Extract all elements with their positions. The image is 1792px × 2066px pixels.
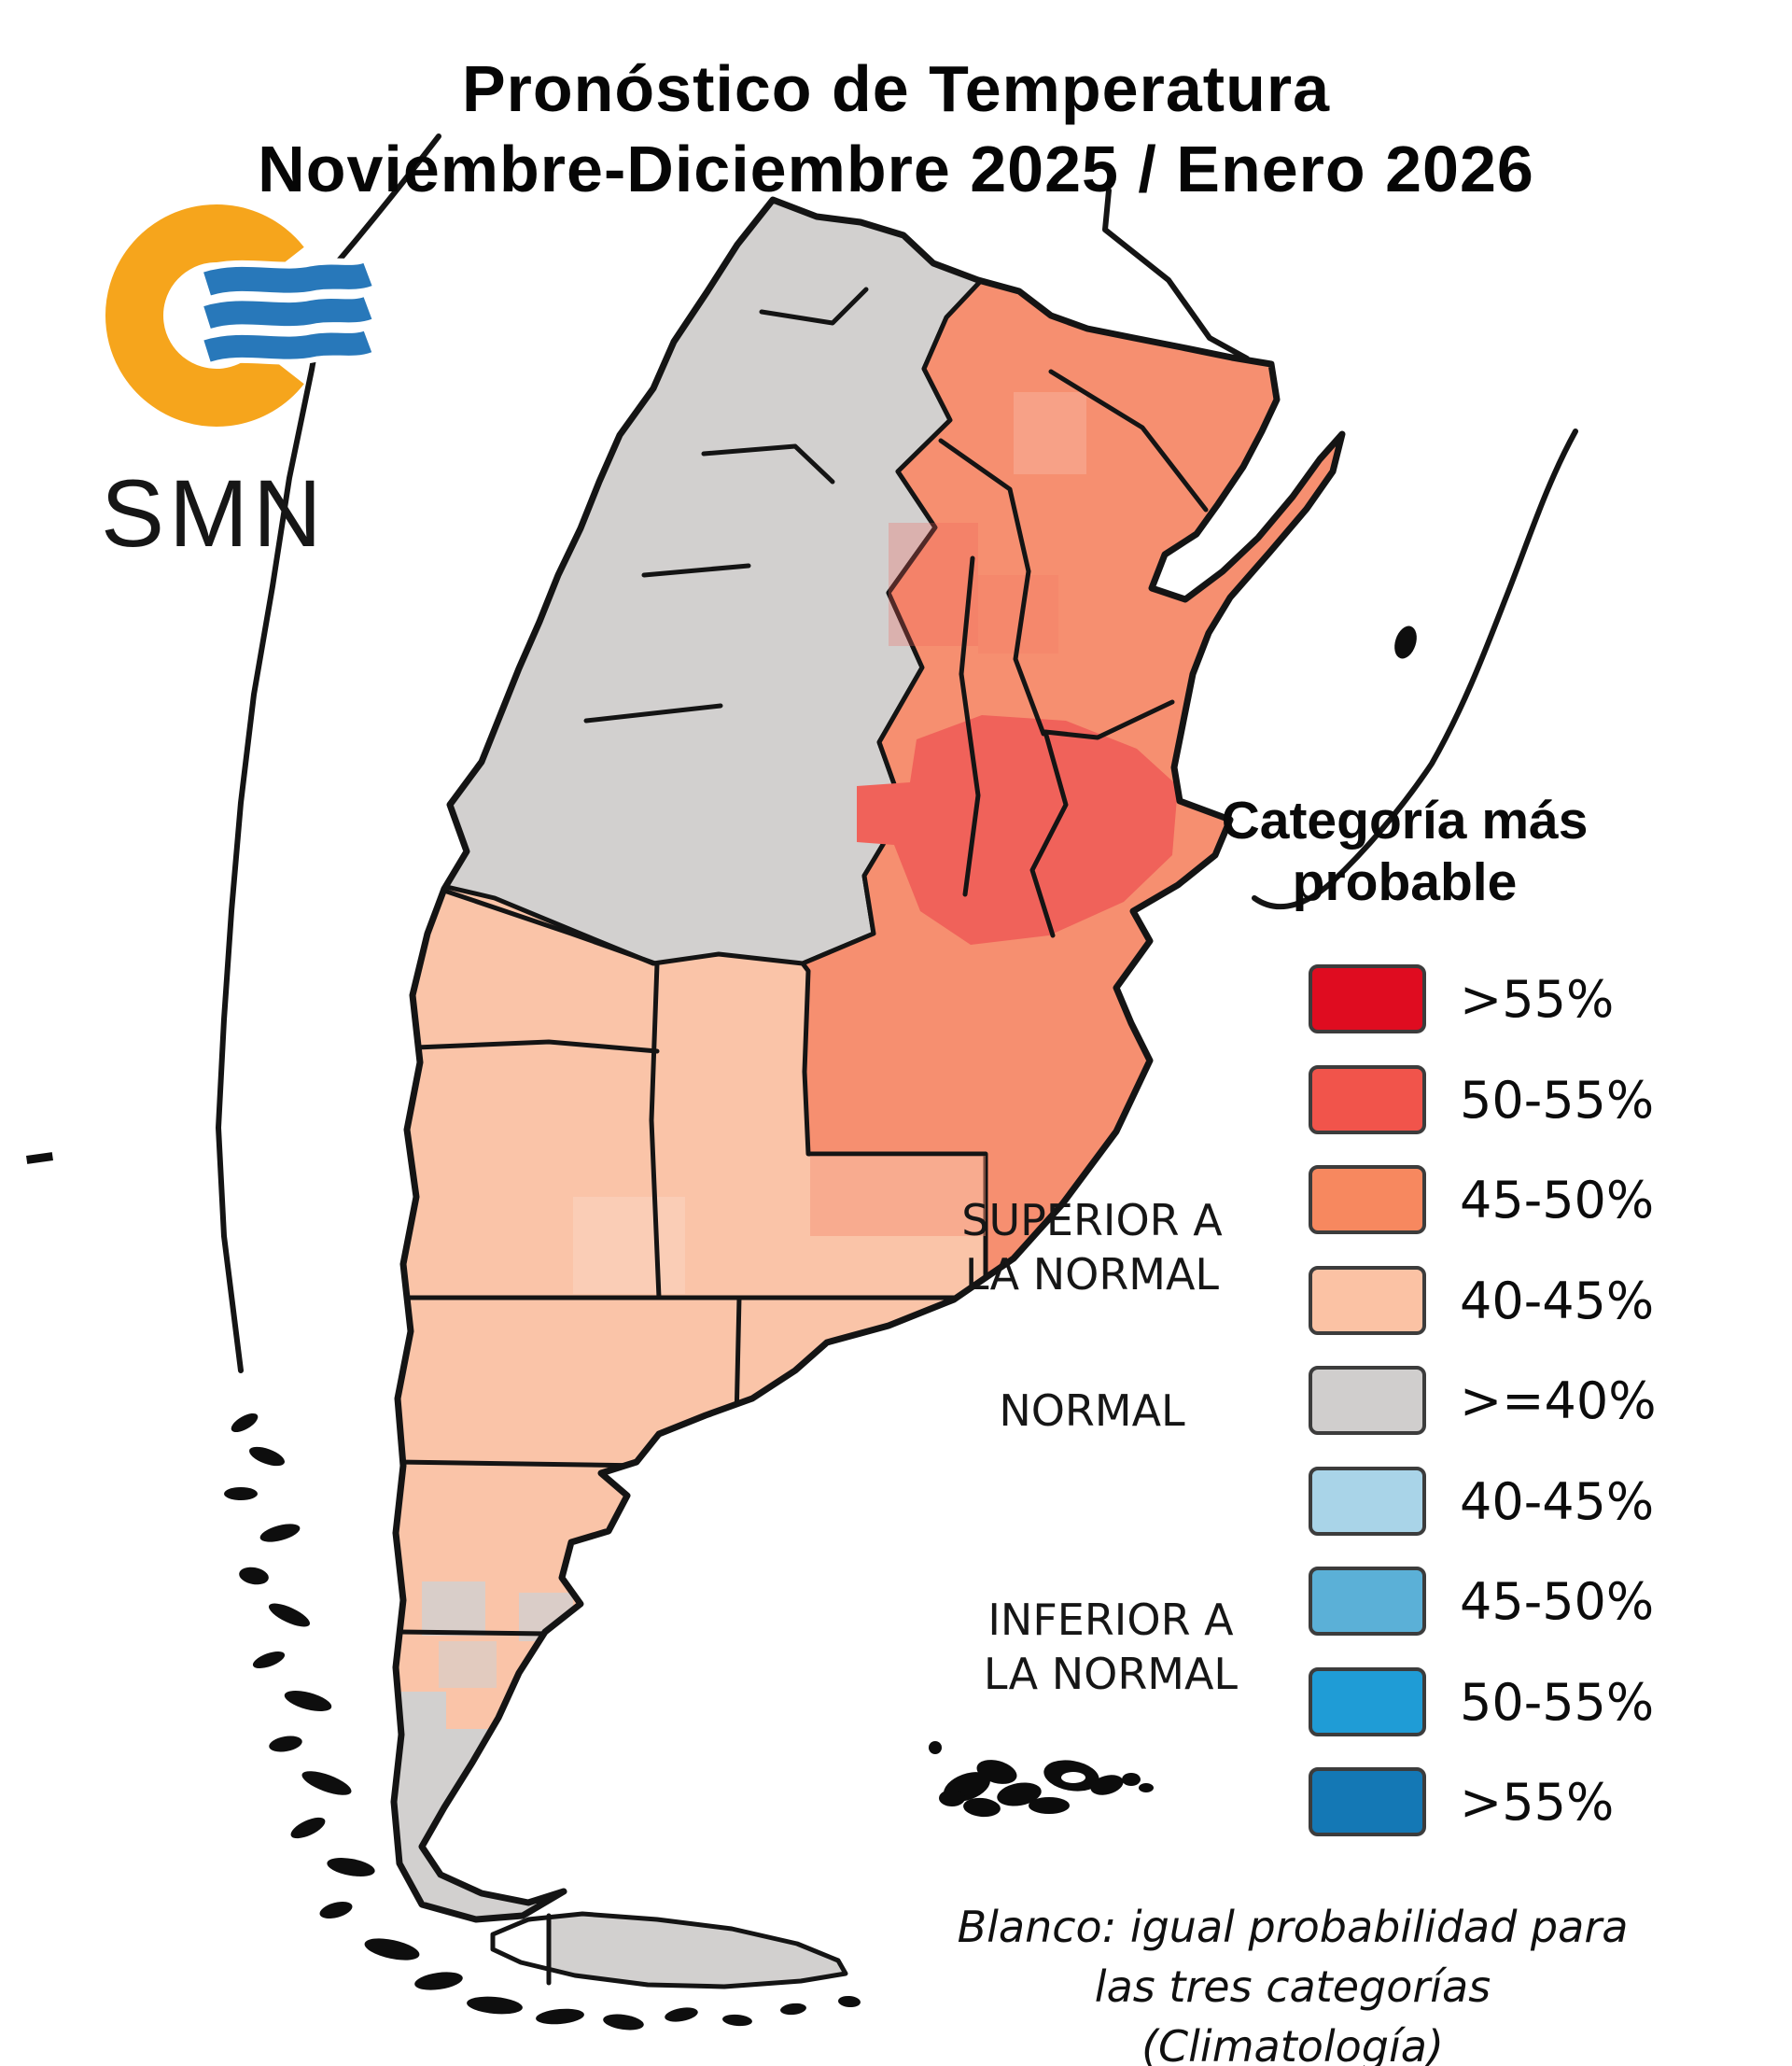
argentina-outline: [390, 196, 1346, 1923]
legend-swatch: [1309, 1467, 1426, 1536]
province-borders: [395, 287, 1209, 1637]
legend-item: >55%: [1309, 963, 1614, 1034]
smn-logo-ring: [105, 204, 328, 427]
legend-label: >=40%: [1460, 1370, 1657, 1430]
legend-label: >55%: [1460, 969, 1615, 1029]
malvinas-islands: [929, 1741, 1154, 1818]
legend-label: 50-55%: [1460, 1070, 1655, 1130]
legend-swatch: [1309, 1266, 1426, 1335]
legend-label: 45-50%: [1460, 1170, 1655, 1230]
legend-item: >=40%: [1309, 1365, 1657, 1436]
smn-logo-waves: [201, 256, 375, 368]
legend-swatch: [1309, 1767, 1426, 1836]
brazil-uruguay-coast: [1252, 429, 1578, 909]
legend-item: >55%: [1309, 1766, 1614, 1837]
legend-item: 45-50%: [1309, 1164, 1654, 1235]
legend-title: Categoría más probable: [1221, 791, 1589, 912]
legend-label: 50-55%: [1460, 1672, 1655, 1732]
legend-item: 45-50%: [1309, 1566, 1654, 1637]
neighbour-borders: [216, 134, 1578, 1373]
legend-item: 50-55%: [1309, 1064, 1654, 1135]
smn-logo-text: SMN: [101, 460, 327, 567]
legend-swatch: [1309, 1567, 1426, 1636]
legend-swatch: [1309, 1366, 1426, 1435]
label-inferior: INFERIOR A LA NORMAL: [983, 1595, 1239, 1699]
smn-logo: [105, 204, 375, 427]
legend-item: 40-45%: [1309, 1466, 1654, 1537]
legend-item: 40-45%: [1309, 1265, 1654, 1336]
region-litoral-50-55: [857, 715, 1178, 945]
legend-label: 40-45%: [1460, 1271, 1655, 1330]
label-normal: NORMAL: [999, 1385, 1185, 1436]
label-superior: SUPERIOR A LA NORMAL: [961, 1195, 1223, 1300]
paraguay-border: [1102, 188, 1250, 361]
chile-coastline: [216, 270, 331, 1373]
chile-bolivia-border: [326, 134, 441, 275]
legend-swatch: [1309, 1165, 1426, 1234]
legend-swatch: [1309, 964, 1426, 1033]
chilean-fjords-islands: [224, 1412, 861, 2031]
raster-patches: [422, 392, 1086, 1688]
legend-label: 40-45%: [1460, 1471, 1655, 1531]
legend-label: >55%: [1460, 1772, 1615, 1832]
page-title: Pronóstico de Temperatura Noviembre-Dici…: [42, 49, 1750, 209]
legend-swatch: [1309, 1667, 1426, 1736]
tierra-del-fuego: [490, 1911, 848, 1989]
misc-islets: [26, 625, 1417, 1164]
legend-swatch: [1309, 1065, 1426, 1134]
title-line2: Noviembre-Diciembre 2025 / Enero 2026: [258, 133, 1534, 205]
legend-item: 50-55%: [1309, 1666, 1654, 1737]
legend-label: 45-50%: [1460, 1571, 1655, 1631]
footnote: Blanco: igual probabilidad para las tres…: [957, 1902, 1629, 2066]
title-line1: Pronóstico de Temperatura: [461, 52, 1330, 125]
